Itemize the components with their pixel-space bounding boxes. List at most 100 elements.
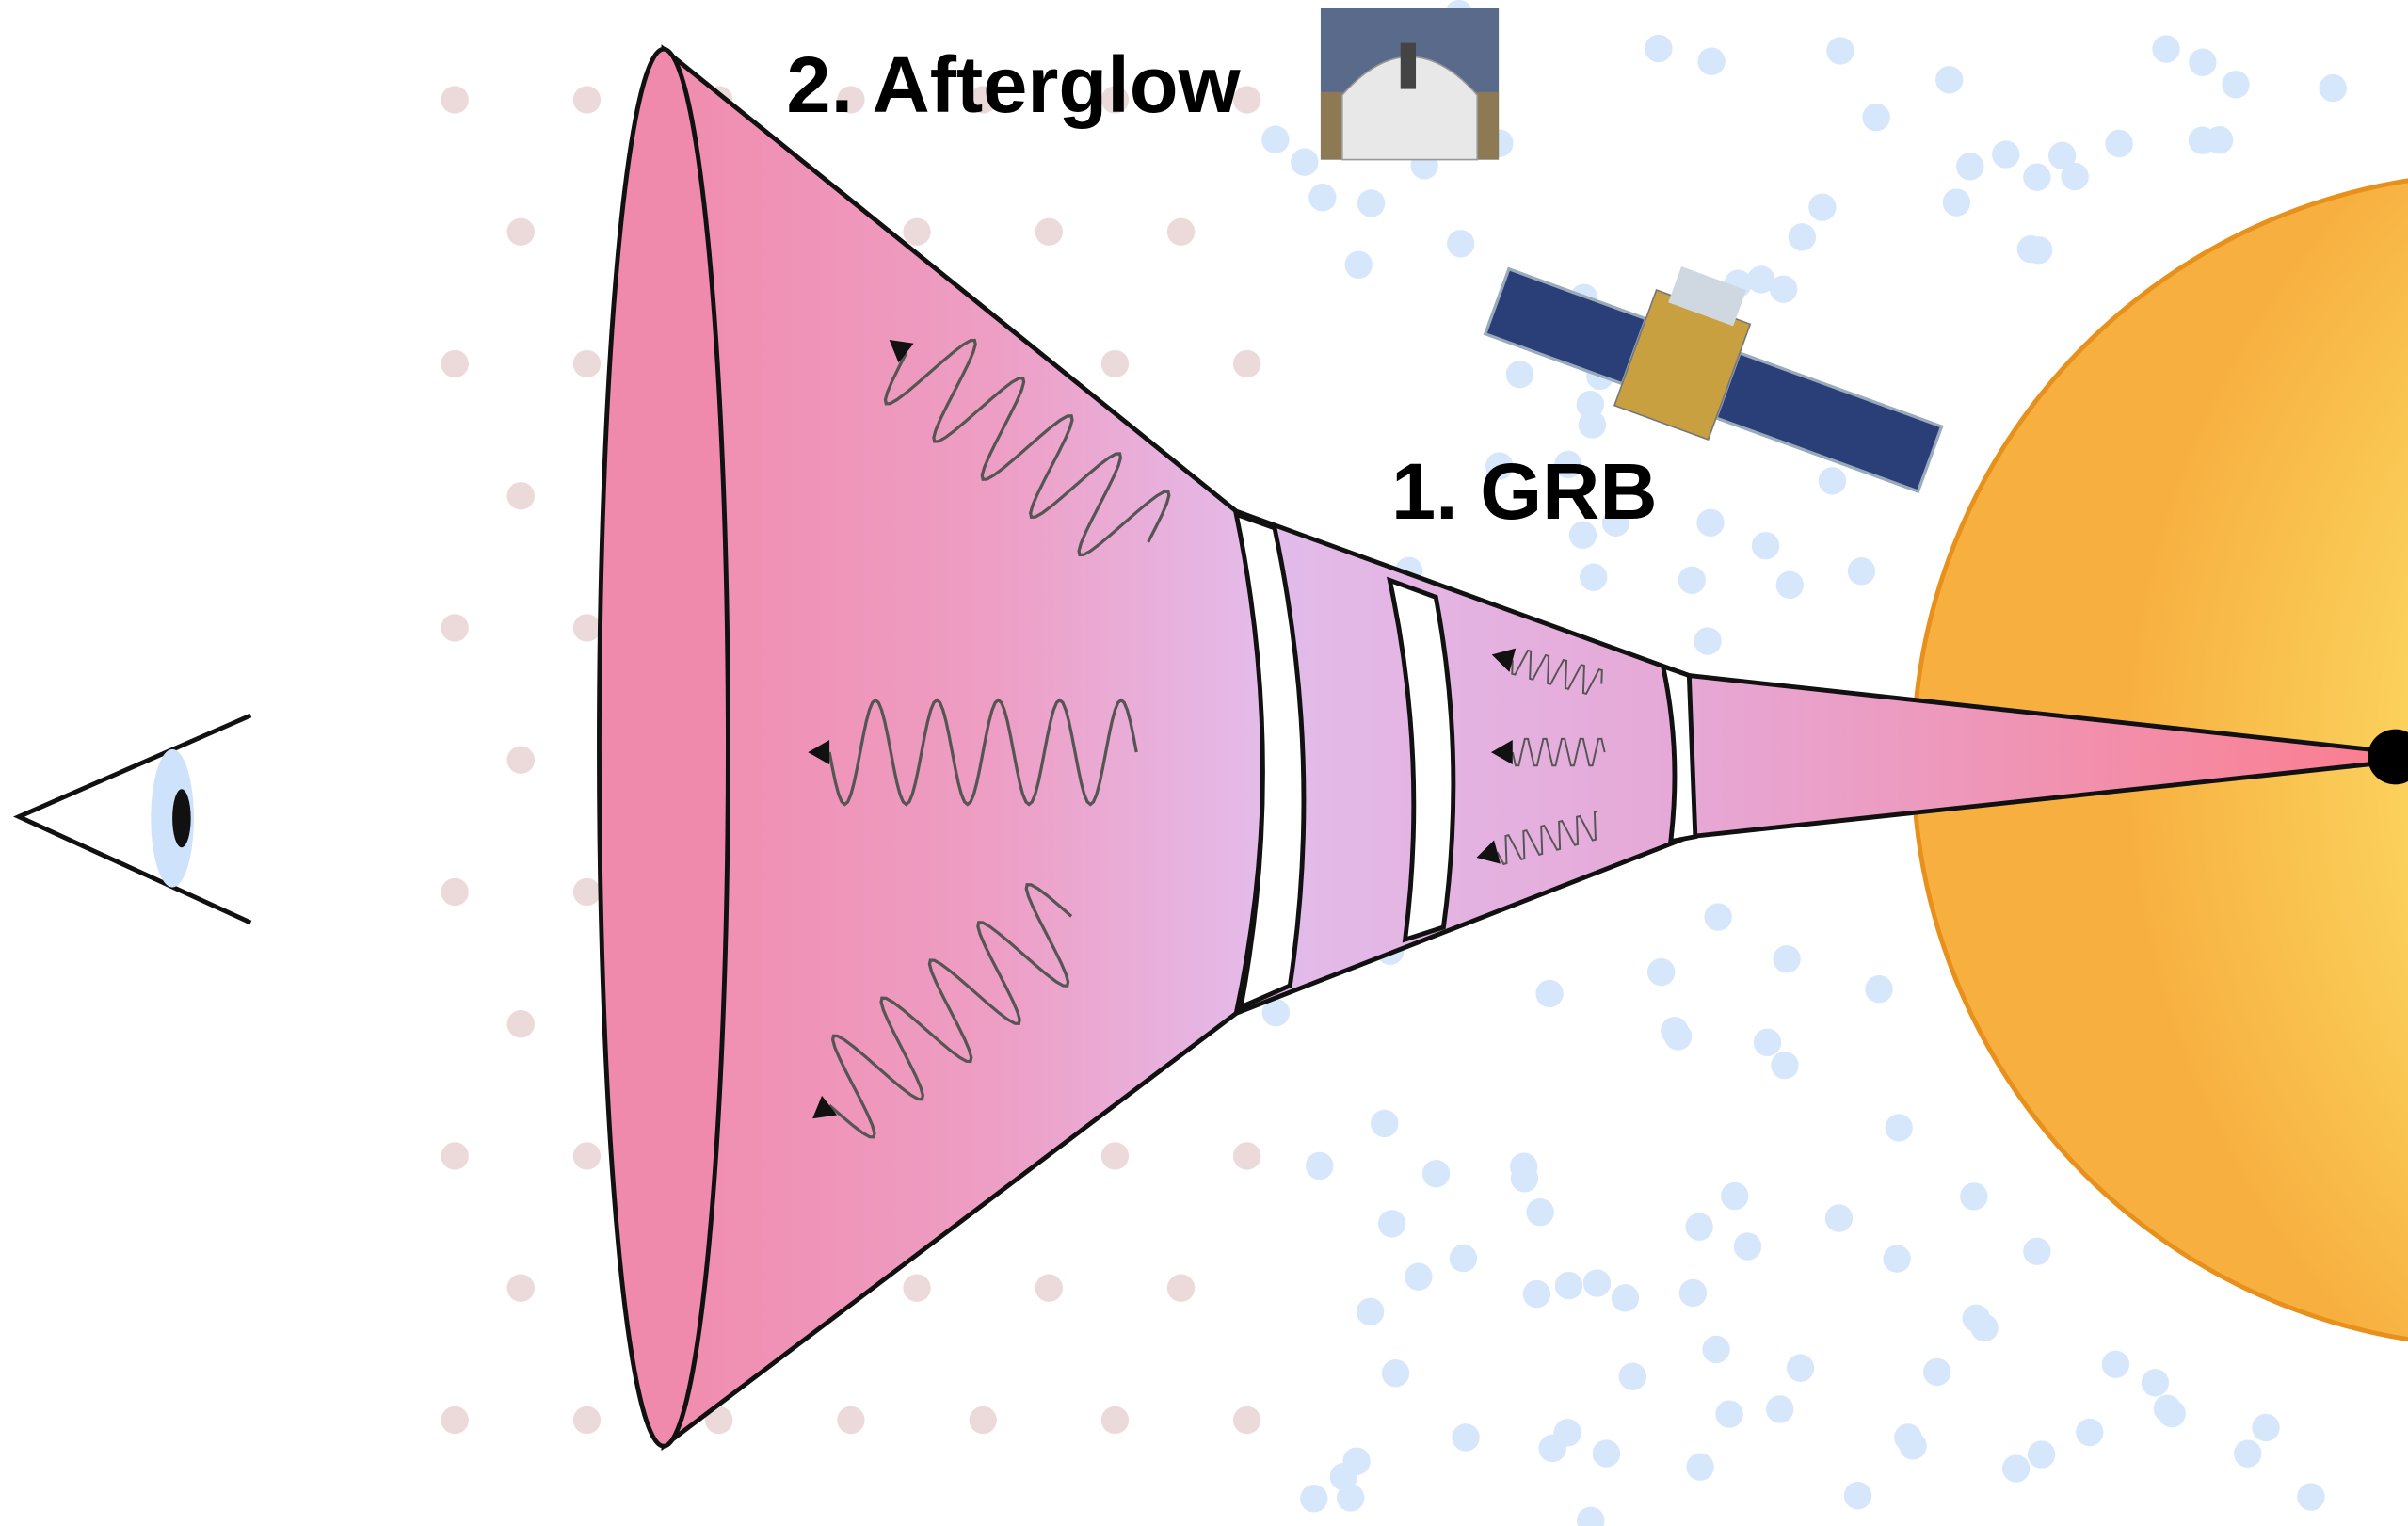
wind-dot: [1577, 1506, 1605, 1526]
wind-dot: [1751, 532, 1780, 560]
dust-dot: [1100, 86, 1130, 114]
wind-dot: [1510, 1152, 1538, 1181]
wind-dot: [2061, 162, 2089, 191]
wind-dot: [1824, 1204, 1854, 1232]
wind-dot: [2141, 1369, 2170, 1397]
wind-dot: [1923, 1357, 1951, 1387]
wind-dot: [1786, 1354, 1815, 1382]
wind-dot: [2023, 1237, 2051, 1265]
wind-dot: [1771, 1051, 1799, 1080]
wind-dot: [1405, 1262, 1433, 1291]
wind-dot: [1942, 188, 1971, 217]
wind-dot: [1883, 1245, 1911, 1273]
wind-dot: [1357, 189, 1386, 217]
wind-dot: [1733, 1232, 1762, 1261]
wind-dot: [1704, 903, 1732, 931]
wind-dot: [1381, 1359, 1410, 1388]
wind-dot: [1568, 521, 1597, 550]
dust-dot: [441, 1142, 469, 1170]
wind-dot: [1601, 508, 1630, 537]
photon-wave: [1511, 649, 1603, 696]
wave-arrow: [812, 1095, 838, 1119]
wind-dot: [2076, 1418, 2104, 1447]
wind-dot: [1992, 140, 2020, 169]
dust-dot: [903, 217, 931, 246]
dust-dot: [969, 1406, 997, 1435]
dust-dot: [1035, 1274, 1063, 1302]
dust-dot: [572, 349, 602, 378]
dust-dot: [1035, 217, 1063, 246]
dust-dot: [1166, 1274, 1196, 1302]
wind-dot: [1505, 361, 1534, 389]
wind-dot: [1446, 230, 1475, 258]
central-engine: [2368, 729, 2408, 785]
wind-dot: [1847, 557, 1876, 586]
wind-dot: [1526, 1197, 1554, 1227]
wave-arrow: [1490, 740, 1513, 765]
wind-dot: [1788, 223, 1817, 251]
wind-dot: [1956, 153, 1984, 181]
wind-dot: [2252, 1413, 2280, 1442]
dust-dot: [704, 1406, 733, 1435]
wind-dot: [2002, 1454, 2031, 1483]
dust-dot: [441, 86, 469, 114]
wind-dot: [1645, 34, 1673, 63]
wind-dot: [2153, 1394, 2181, 1422]
wind-dot: [1344, 250, 1373, 279]
wind-dot: [1580, 563, 1608, 591]
wind-dot: [1697, 47, 1726, 75]
wind-dot: [1291, 148, 1319, 176]
wind-dot: [2222, 71, 2250, 99]
wind-dot: [1646, 957, 1676, 987]
dust-dot: [837, 86, 865, 114]
dust-dot: [837, 1406, 865, 1435]
wind-dot: [1356, 1297, 1385, 1326]
wind-dot: [1685, 1213, 1713, 1241]
wind-dot: [1678, 1278, 1708, 1308]
wind-dot: [1452, 1423, 1480, 1452]
wind-dot: [1747, 265, 1775, 294]
wind-dot: [2152, 35, 2180, 63]
dust-dot: [572, 614, 602, 642]
wave-arrow: [1476, 840, 1501, 864]
dust-dot: [506, 1010, 535, 1038]
wave-arrow: [1491, 648, 1517, 672]
wind-dot: [1554, 1271, 1583, 1300]
dust-dot: [441, 1406, 469, 1435]
shock-bands: [1232, 510, 1698, 1011]
wave-arrow: [889, 340, 914, 363]
wind-dot: [1935, 66, 1964, 94]
wind-dot: [1300, 1485, 1328, 1513]
photon-waves: [808, 338, 1606, 1139]
wind-dot: [2297, 1483, 2325, 1511]
wind-dot: [1554, 450, 1582, 479]
dust-dot: [1232, 86, 1261, 114]
wind-dot: [2234, 1439, 2262, 1468]
wind-dot: [1485, 452, 1514, 480]
wind-dot: [1885, 1114, 1913, 1142]
wind-dot: [1553, 1419, 1581, 1447]
wind-dot: [1773, 945, 1801, 973]
dust-dot: [441, 614, 469, 642]
wind-dot: [1865, 975, 1893, 1004]
wind-dot: [1578, 410, 1607, 439]
wind-dot: [2188, 126, 2217, 154]
wind-dot: [1753, 1028, 1782, 1056]
wind-dot: [2047, 141, 2077, 170]
dust-dot: [1166, 217, 1196, 246]
dust-dot: [506, 217, 535, 246]
wind-dot: [1261, 125, 1290, 153]
dust-dot: [441, 349, 469, 378]
wind-dot: [1377, 1210, 1406, 1238]
cone-opening: [597, 46, 730, 1449]
dust-dot: [572, 877, 602, 907]
photon-wave: [883, 338, 1171, 557]
wind-dot: [1582, 1269, 1612, 1297]
wind-dot: [1576, 391, 1604, 419]
wind-dot: [1421, 1160, 1451, 1188]
wind-dot: [1715, 1400, 1743, 1428]
wind-dot: [2024, 235, 2053, 265]
wind-dot: [1618, 1362, 1646, 1390]
